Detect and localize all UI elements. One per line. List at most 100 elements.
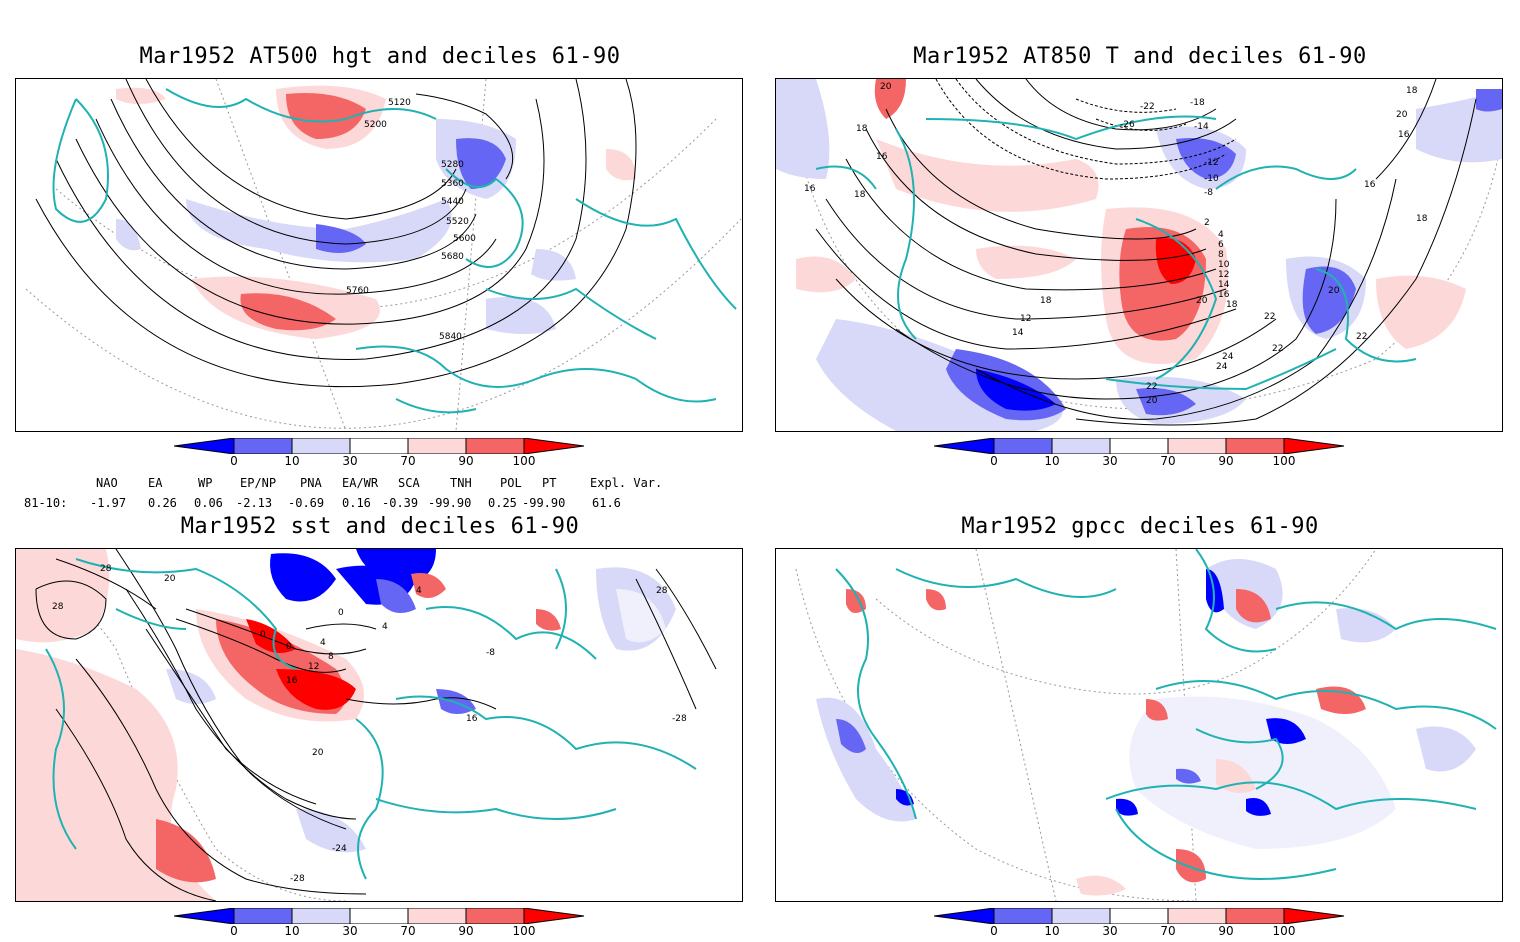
contour-label: 16 — [876, 152, 888, 162]
map-sst-svg: 28 28 20 0 0 4 8 12 16 0 4 4 -8 16 -28 2… — [16, 549, 717, 901]
contour-label: 12 — [308, 662, 319, 672]
contour-label: 16 — [804, 184, 816, 194]
index-value: -99.90 — [428, 496, 472, 510]
colorbar-tick: 30 — [342, 924, 358, 938]
contour-label: 5360 — [441, 179, 464, 189]
contour-label: 20 — [880, 82, 892, 92]
contour-label: 0 — [338, 608, 344, 618]
map-panel-sst: 28 28 20 0 0 4 8 12 16 0 4 4 -8 16 -28 2… — [15, 548, 743, 902]
contour-label: 28 — [100, 564, 112, 574]
index-value: -0.39 — [382, 496, 419, 510]
map-panel-gpcc — [775, 548, 1503, 902]
colorbar-p3: 0 10 30 70 90 100 — [174, 908, 594, 942]
map-panel-at500: 5120 5200 5280 5360 5440 5520 5600 5680 … — [15, 78, 743, 432]
panel-title-p2: Mar1952 AT850 T and deciles 61-90 — [913, 44, 1367, 69]
colorbar-tick: 100 — [512, 454, 536, 468]
map-at500-svg: 5120 5200 5280 5360 5440 5520 5600 5680 … — [25, 79, 742, 431]
contour-label: 5120 — [388, 98, 411, 108]
contour-label: 20 — [1196, 296, 1208, 306]
contour-label: 5280 — [441, 160, 464, 170]
contour-label: 20 — [1396, 110, 1408, 120]
contour-label: -10 — [1204, 174, 1219, 184]
colorbar-tick: 70 — [400, 454, 416, 468]
colorbar-tick: 10 — [1044, 454, 1060, 468]
index-header: EA/WR — [342, 476, 379, 490]
contour-label: 5600 — [453, 234, 476, 244]
colorbar-tick: 0 — [230, 454, 238, 468]
colorbar-tick: 0 — [990, 924, 998, 938]
index-row-label: 81-10: — [24, 496, 68, 510]
contour-label: -28 — [290, 874, 305, 884]
contour-label: 20 — [1146, 396, 1158, 406]
contour-label: 16 — [466, 714, 478, 724]
contour-label: -26 — [1120, 120, 1135, 130]
index-value: 0.16 — [342, 496, 371, 510]
contour-label: 6 — [1218, 240, 1224, 250]
colorbar-tick: 30 — [1102, 924, 1118, 938]
colorbar-tick: 70 — [400, 924, 416, 938]
colorbar-tick: 90 — [1218, 454, 1234, 468]
contour-label: 20 — [1328, 286, 1340, 296]
index-header: EP/NP — [240, 476, 277, 490]
contour-label: -24 — [332, 844, 347, 854]
colorbar-tick: 30 — [1102, 454, 1118, 468]
index-header: EA — [148, 476, 163, 490]
colorbar-p4: 0 10 30 70 90 100 — [934, 908, 1354, 942]
contour-label: 18 — [1226, 300, 1238, 310]
contour-label: 14 — [1012, 328, 1024, 338]
contour-label: 8 — [1218, 250, 1224, 260]
contour-label: 28 — [656, 586, 668, 596]
map-at850-svg: 20 18 16 16 18 -26 -22 -18 -14 -12 -10 -… — [776, 79, 1502, 431]
index-value: -0.69 — [288, 496, 325, 510]
contour-label: 20 — [164, 574, 176, 584]
index-header: SCA — [398, 476, 420, 490]
contour-label: -18 — [1190, 98, 1205, 108]
contour-label: 28 — [52, 602, 64, 612]
contour-label: 20 — [312, 748, 324, 758]
contour-label: 12 — [1020, 314, 1031, 324]
colorbar-tick: 30 — [342, 454, 358, 468]
contour-label: -8 — [1204, 188, 1213, 198]
contour-label: 4 — [382, 622, 388, 632]
colorbar-tick: 90 — [458, 454, 474, 468]
index-header: WP — [198, 476, 213, 490]
contour-label: 18 — [1040, 296, 1052, 306]
panel-title-p1: Mar1952 AT500 hgt and deciles 61-90 — [139, 44, 621, 69]
colorbar-tick: 0 — [990, 454, 998, 468]
contour-label: 10 — [1218, 260, 1230, 270]
contour-label: -14 — [1194, 122, 1209, 132]
index-value: 0.26 — [148, 496, 177, 510]
index-value: 61.6 — [592, 496, 621, 510]
contour-label: 0 — [286, 642, 292, 652]
colorbar-tick: 70 — [1160, 454, 1176, 468]
index-value: 0.25 — [488, 496, 517, 510]
index-header: NAO — [96, 476, 118, 490]
contour-label: 5520 — [446, 217, 469, 227]
contour-label: 18 — [854, 190, 866, 200]
index-header: Expl. Var. — [590, 476, 663, 490]
index-header: TNH — [450, 476, 472, 490]
contour-label: 5200 — [364, 120, 387, 130]
contour-label: 0 — [260, 630, 266, 640]
contour-label: 16 — [1364, 180, 1376, 190]
contour-label: 24 — [1216, 362, 1228, 372]
contour-label: 14 — [1218, 280, 1230, 290]
colorbar-tick: 100 — [1272, 924, 1296, 938]
contour-label: 22 — [1356, 332, 1367, 342]
contour-label: 22 — [1264, 312, 1275, 322]
map-gpcc-svg — [795, 549, 1497, 901]
contour-label: 5440 — [441, 197, 464, 207]
contour-label: 8 — [328, 652, 334, 662]
contour-label: 16 — [1218, 290, 1230, 300]
colorbar-tick: 100 — [1272, 454, 1296, 468]
index-value: -2.13 — [236, 496, 273, 510]
colorbar-tick: 90 — [1218, 924, 1234, 938]
contour-label: 12 — [1218, 270, 1229, 280]
contour-label: 16 — [286, 676, 298, 686]
colorbar-tick: 0 — [230, 924, 238, 938]
index-value: 0.06 — [194, 496, 223, 510]
colorbar-tick: 100 — [512, 924, 536, 938]
map-panel-at850: 20 18 16 16 18 -26 -22 -18 -14 -12 -10 -… — [775, 78, 1503, 432]
contour-label: 4 — [416, 586, 422, 596]
contour-label: 4 — [320, 638, 326, 648]
